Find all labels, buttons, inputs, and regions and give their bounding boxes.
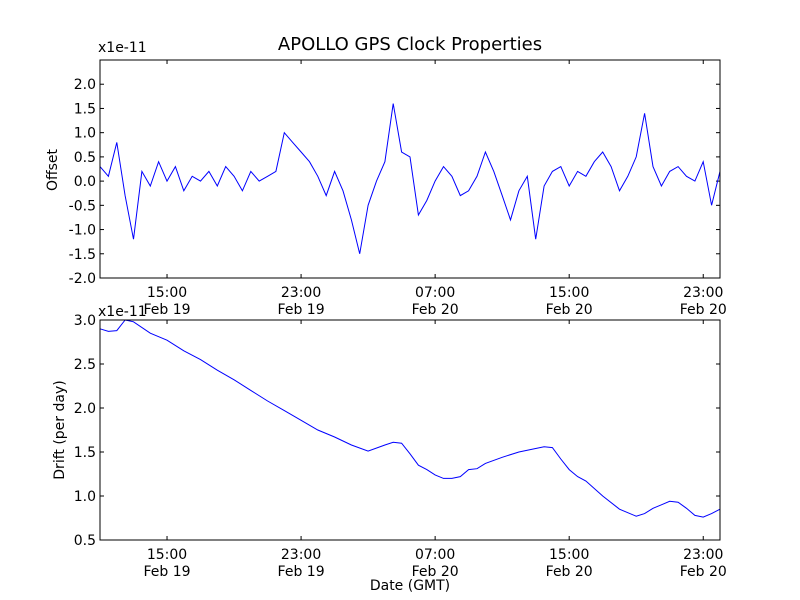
- x-tick-time-label: 07:00: [415, 547, 455, 563]
- x-tick-date-label: Feb 19: [143, 302, 190, 318]
- x-tick-date-label: Feb 20: [412, 564, 459, 580]
- x-tick-date-label: Feb 20: [546, 564, 593, 580]
- x-tick-time-label: 15:00: [147, 547, 187, 563]
- y-tick-label: -1.5: [69, 247, 96, 263]
- offset-line: [99, 103, 721, 254]
- x-tick-date-label: Feb 20: [680, 302, 727, 318]
- offset-ylabel: Offset: [45, 148, 61, 191]
- drift-frame: [99, 319, 721, 541]
- y-tick-label: 1.5: [74, 445, 96, 461]
- y-tick-label: 0.5: [74, 150, 96, 166]
- x-tick-date-label: Feb 20: [680, 564, 727, 580]
- offset-scale-label: x1e-11: [98, 40, 147, 56]
- y-tick-label: -2.0: [69, 271, 96, 287]
- y-tick-label: 2.0: [74, 77, 96, 93]
- x-tick-time-label: 23:00: [281, 547, 321, 563]
- x-tick-time-label: 23:00: [683, 285, 723, 301]
- drift-scale-label: x1e-11: [98, 304, 147, 320]
- figure-title: APOLLO GPS Clock Properties: [278, 34, 542, 55]
- x-tick-time-label: 15:00: [147, 285, 187, 301]
- drift-axes: x1e-11 Drift (per day) 0.5 1.0 1.5 2.0 2.5 3.…: [52, 304, 727, 594]
- x-tick-date-label: Feb 19: [143, 564, 190, 580]
- x-tick-date-label: Feb 20: [546, 302, 593, 318]
- offset-frame: [99, 59, 721, 279]
- drift-ylabel: Drift (per day): [52, 380, 68, 479]
- y-tick-label: 0.0: [74, 174, 96, 190]
- y-tick-label: -0.5: [69, 198, 96, 214]
- drift-xlabel: Date (GMT): [370, 578, 450, 594]
- y-tick-label: 0.5: [74, 533, 96, 549]
- x-tick-time-label: 15:00: [549, 547, 589, 563]
- y-tick-label: 3.0: [74, 313, 96, 329]
- y-tick-label: -1.0: [69, 223, 96, 239]
- y-tick-label: 2.0: [74, 401, 96, 417]
- drift-line: [99, 319, 721, 518]
- x-tick-time-label: 07:00: [415, 285, 455, 301]
- y-tick-label: 1.0: [74, 489, 96, 505]
- x-tick-date-label: Feb 19: [278, 302, 325, 318]
- x-tick-date-label: Feb 20: [412, 302, 459, 318]
- y-tick-label: 1.0: [74, 126, 96, 142]
- y-tick-label: 2.5: [74, 357, 96, 373]
- x-tick-date-label: Feb 19: [278, 564, 325, 580]
- x-tick-time-label: 23:00: [281, 285, 321, 301]
- offset-ticks: -2.0-1.5-1.0-0.50.00.51.01.52.015:00Feb …: [69, 60, 727, 318]
- x-tick-time-label: 15:00: [549, 285, 589, 301]
- offset-axes: x1e-11 Offset -2.0 -1.5 -1.0 -0.5 0.0 0.5 1.0 1…: [45, 40, 727, 318]
- y-tick-label: 1.5: [74, 101, 96, 117]
- x-tick-time-label: 23:00: [683, 547, 723, 563]
